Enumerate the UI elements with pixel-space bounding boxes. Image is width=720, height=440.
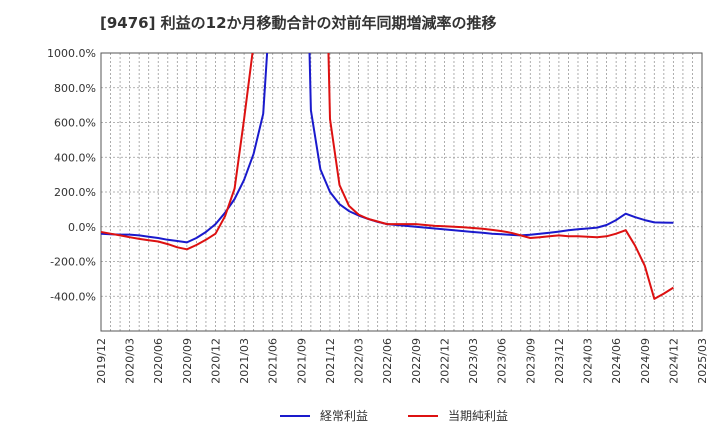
y-tick-label: -400.0% (50, 290, 96, 303)
x-tick-label: 2024/12 (667, 338, 680, 384)
x-tick-label: 2020/03 (124, 338, 137, 384)
x-tick-label: 2021/06 (267, 338, 280, 384)
y-tick-label: 0.0% (68, 221, 96, 234)
x-tick-label: 2020/09 (181, 338, 194, 384)
series-lines (101, 53, 674, 300)
x-tick-label: 2022/09 (410, 338, 423, 384)
y-axis: 1000.0% 800.0% 600.0% 400.0% 200.0% 0.0% -200.… (47, 47, 96, 303)
x-tick-label: 2023/03 (467, 338, 480, 384)
x-tick-label: 2021/12 (324, 338, 337, 384)
legend-label: 当期純利益 (448, 409, 508, 423)
x-tick-label: 2024/06 (610, 338, 623, 384)
legend-label: 経常利益 (320, 409, 368, 423)
x-tick-label: 2020/12 (209, 338, 222, 384)
y-tick-label: 200.0% (54, 186, 96, 199)
y-tick-label: 400.0% (54, 151, 96, 164)
grid (101, 53, 702, 331)
x-tick-label: 2021/03 (238, 338, 251, 384)
x-tick-label: 2022/12 (438, 338, 451, 384)
series-line-net-income (101, 53, 674, 300)
y-tick-label: 1000.0% (47, 47, 96, 60)
y-tick-label: 800.0% (54, 82, 96, 95)
legend: 経常利益 当期純利益 (280, 409, 508, 423)
x-tick-label: 2022/03 (353, 338, 366, 384)
x-tick-label: 2024/03 (582, 338, 595, 384)
x-tick-label: 2023/09 (524, 338, 537, 384)
y-tick-label: 600.0% (54, 117, 96, 130)
chart-title: [9476] 利益の12か月移動合計の対前年同期増減率の推移 (100, 14, 497, 32)
x-tick-label: 2023/12 (553, 338, 566, 384)
x-tick-label: 2020/06 (152, 338, 165, 384)
x-tick-label: 2021/09 (295, 338, 308, 384)
plot-area-frame (100, 52, 703, 332)
x-tick-label: 2023/06 (496, 338, 509, 384)
x-tick-label: 2024/09 (639, 338, 652, 384)
x-tick-label: 2019/12 (95, 338, 108, 384)
y-tick-label: -200.0% (50, 256, 96, 269)
x-tick-label: 2022/06 (381, 338, 394, 384)
x-tick-label: 2025/03 (696, 338, 709, 384)
x-axis: 2019/12 2020/03 2020/06 2020/09 2020/12 2021/… (95, 338, 709, 384)
